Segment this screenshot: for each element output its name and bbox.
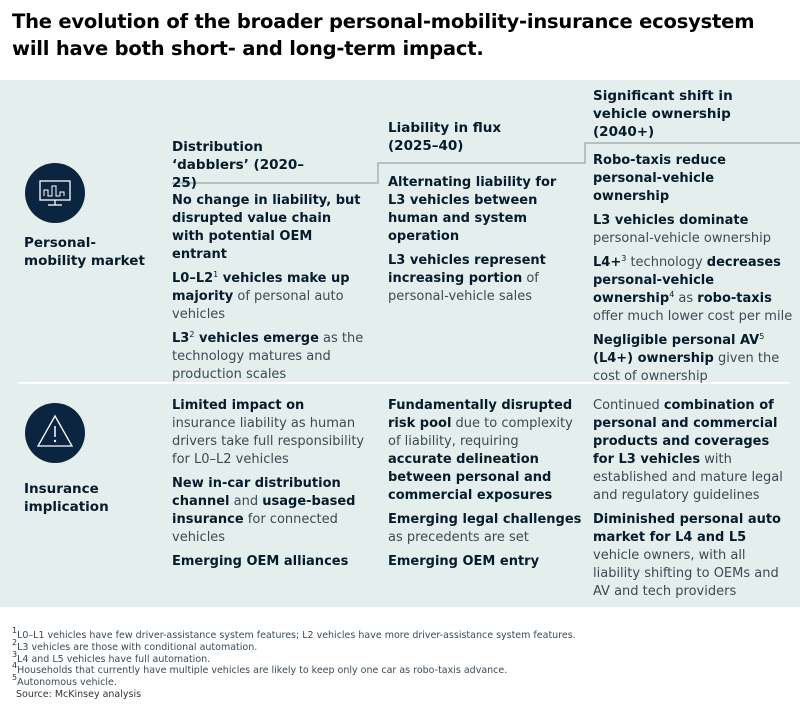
column-header: Liability in flux (2025–40) [388, 120, 502, 154]
text-run: 5 [12, 673, 18, 683]
cell: Continued combination of personal and co… [593, 397, 788, 607]
paragraph: Emerging OEM alliances [172, 553, 367, 571]
text-run: decreases personal-vehicle ownership [593, 255, 781, 306]
text-run: 2 [189, 330, 195, 339]
text-run: with established and mature legal and re… [593, 452, 783, 503]
paragraph: Alternating liability for L3 vehicles be… [388, 174, 578, 246]
cell: Alternating liability for L3 vehicles be… [388, 174, 578, 312]
paragraph: New in-car distribution channel and usag… [172, 475, 367, 547]
text-run: 2 [12, 637, 18, 647]
text-run: personal-vehicle ownership [593, 231, 771, 246]
text-run: L3 vehicles dominate [593, 213, 749, 228]
step-line [172, 142, 800, 184]
text-run: of personal auto vehicles [172, 289, 344, 322]
text-run: 3 [12, 649, 18, 659]
paragraph: Robo-taxis reduce personal-vehicle owner… [593, 152, 793, 206]
text-run: insurance liability as human drivers tak… [172, 416, 365, 467]
panel [0, 80, 800, 607]
cell: Limited impact on insurance liability as… [172, 397, 367, 577]
paragraph: L0–L21 vehicles make up majority of pers… [172, 270, 367, 324]
paragraph: No change in liability, but disrupted va… [172, 192, 367, 264]
footnote: 4Households that currently have multiple… [12, 662, 792, 677]
text-run: robo-taxis [697, 291, 772, 306]
column-header: Significant shift in vehicle ownership (… [593, 88, 733, 140]
text-run: vehicles make up majority [172, 271, 350, 304]
text-run: and [229, 494, 263, 509]
footnote: 1L0–L1 vehicles have few driver-assistan… [12, 627, 792, 642]
text-run: 1 [213, 270, 219, 279]
text-run: No change in liability, but disrupted va… [172, 193, 361, 262]
text-run: due to complexity of liability, requirin… [388, 416, 573, 449]
text-run: Negligible personal AV [593, 333, 760, 348]
text-run: technology [626, 255, 707, 270]
row-label: Insurance implication [24, 481, 109, 515]
footnotes: 1L0–L1 vehicles have few driver-assistan… [12, 627, 792, 701]
text-run: 3 [621, 254, 627, 263]
footnote: 3L4 and L5 vehicles have full automation… [12, 650, 792, 666]
text-run: of personal-vehicle sales [388, 271, 539, 304]
text-run: vehicle owners, with all liability shift… [593, 548, 779, 599]
text-run: Robo-taxis reduce personal-vehicle owner… [593, 153, 726, 204]
text-run: Emerging OEM entry [388, 554, 540, 569]
text-run: Emerging legal challenges [388, 512, 582, 527]
text-run: as the technology matures and production… [172, 331, 364, 382]
cell: Robo-taxis reduce personal-vehicle owner… [593, 152, 793, 392]
text-run: as [674, 291, 698, 306]
source: Source: McKinsey analysis [16, 688, 142, 700]
text-run: 4 [669, 290, 675, 299]
text-run: New in-car distribution channel [172, 476, 341, 509]
text-run: L0–L2 [172, 271, 214, 286]
text-run: Autonomous vehicle. [17, 677, 117, 689]
text-run: 5 [759, 332, 765, 341]
paragraph: Emerging OEM entry [388, 553, 583, 571]
paragraph: L32 vehicles emerge as the technology ma… [172, 330, 367, 384]
paragraph: Limited impact on insurance liability as… [172, 397, 367, 469]
text-run: 4 [12, 661, 18, 671]
footnote: 5Autonomous vehicle. [12, 674, 792, 689]
cell: Fundamentally disrupted risk pool due to… [388, 397, 583, 577]
text-run: L3 vehicles are those with conditional a… [17, 641, 258, 653]
text-run: for connected vehicles [172, 512, 338, 545]
text-run: combination of personal and commercial p… [593, 398, 778, 467]
paragraph: Continued combination of personal and co… [593, 397, 788, 505]
text-run: Continued [593, 398, 664, 413]
text-run: Fundamentally disrupted risk pool [388, 398, 573, 431]
footnote: 2L3 vehicles are those with conditional … [12, 638, 792, 654]
paragraph: Negligible personal AV5 (L4+) ownership … [593, 332, 793, 386]
text-run: usage-based insurance [172, 494, 356, 527]
title: The evolution of the broader personal-mo… [12, 10, 755, 60]
text-run: Households that currently have multiple … [17, 665, 508, 677]
text-run: 1 [12, 626, 18, 635]
cell: No change in liability, but disrupted va… [172, 192, 367, 390]
text-run: Limited impact on [172, 398, 305, 413]
row-label: Personal-mobility market [24, 235, 145, 269]
text-run: Diminished personal auto market for L4 a… [593, 512, 781, 545]
text-run: L3 [172, 331, 190, 346]
text-run: Emerging OEM alliances [172, 554, 349, 569]
paragraph: Fundamentally disrupted risk pool due to… [388, 397, 583, 505]
paragraph: L4+3 technology decreases personal-vehic… [593, 254, 793, 326]
text-run: accurate delineation between personal an… [388, 452, 553, 503]
text-run: vehicles emerge [194, 331, 319, 346]
text-run: L4 and L5 vehicles have full automation. [17, 653, 211, 665]
market-icon [25, 163, 85, 223]
text-run: Alternating liability for L3 vehicles be… [388, 175, 557, 244]
text-run: given the cost of ownership [593, 351, 780, 384]
text-run: (L4+) ownership [593, 351, 714, 366]
text-run: offer much lower cost per mile [593, 309, 793, 324]
column-header: Distribution ‘dabblers’ (2020–25) [172, 139, 305, 191]
text-run: as precedents are set [388, 530, 529, 545]
paragraph: L3 vehicles dominate personal-vehicle ow… [593, 212, 793, 248]
text-run: L0–L1 vehicles have few driver-assistanc… [17, 630, 576, 641]
text-run: L4+ [593, 255, 622, 270]
paragraph: L3 vehicles represent increasing portion… [388, 252, 578, 306]
warning-icon [25, 403, 85, 463]
paragraph: Emerging legal challenges as precedents … [388, 511, 583, 547]
paragraph: Diminished personal auto market for L4 a… [593, 511, 788, 601]
text-run: L3 vehicles represent increasing portion [388, 253, 546, 286]
